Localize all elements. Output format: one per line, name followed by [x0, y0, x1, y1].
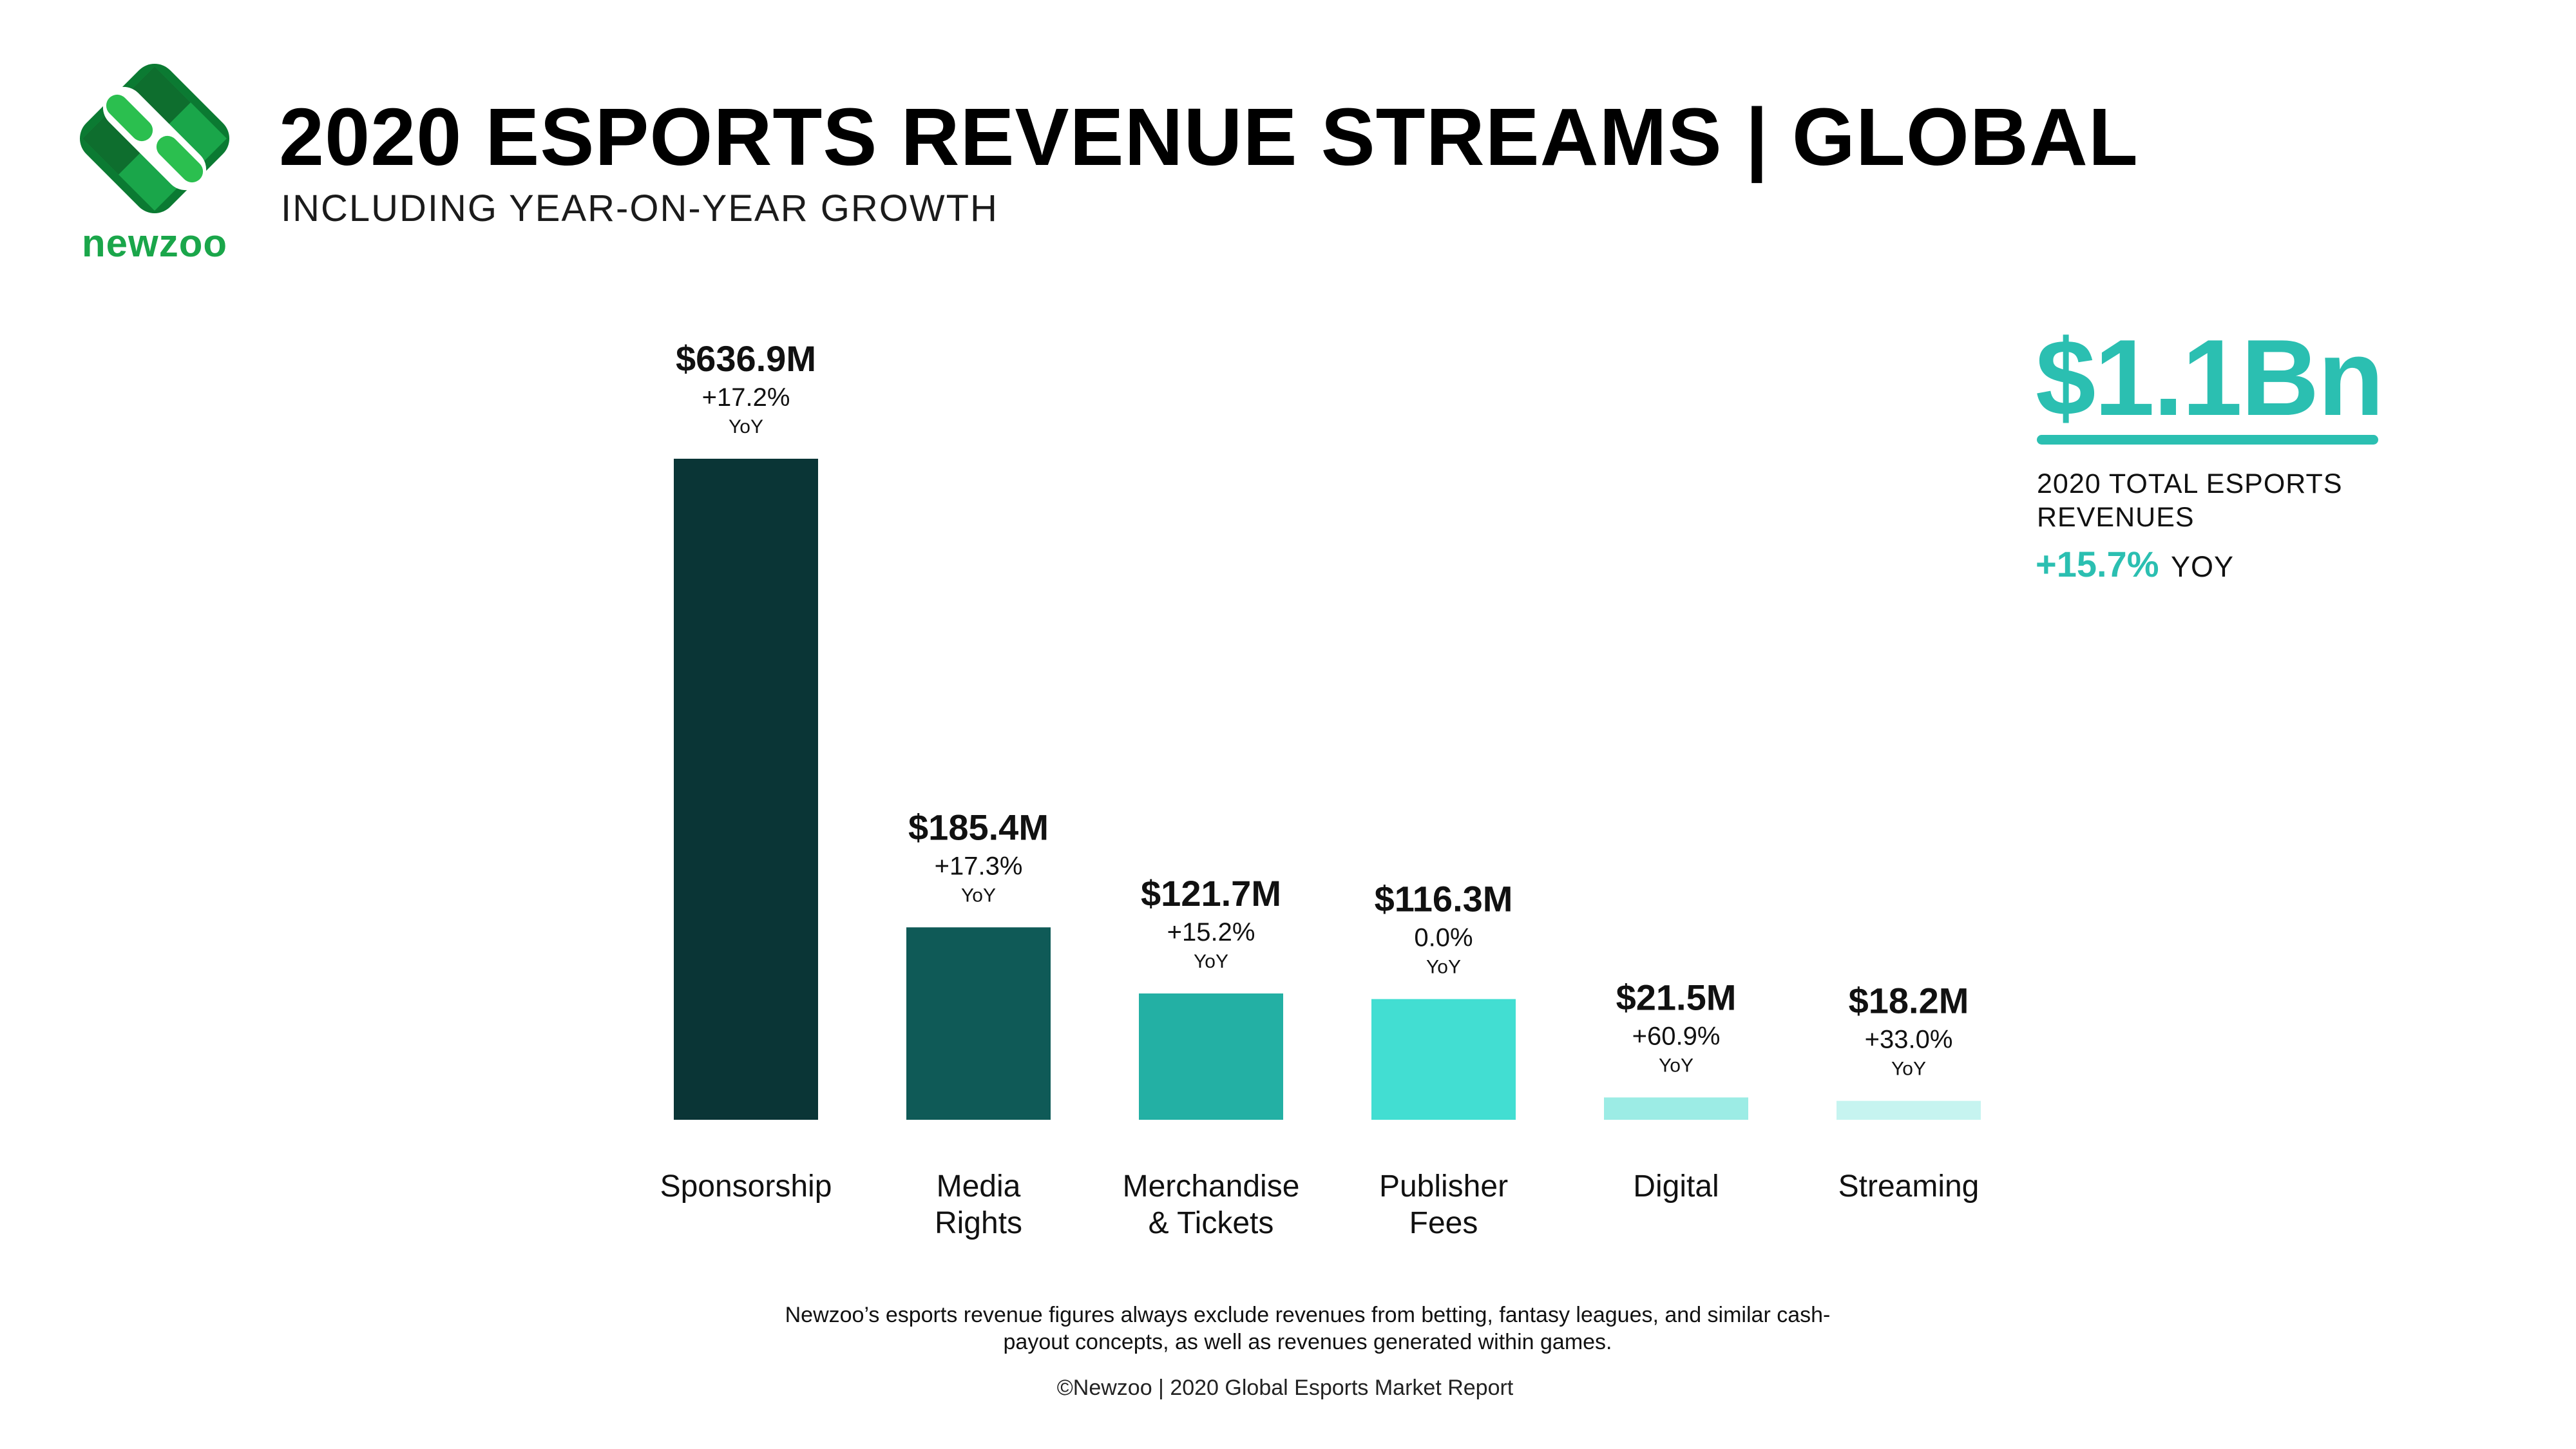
logo-wordmark: newzoo: [82, 222, 227, 265]
category-label: Publisher: [1379, 1169, 1508, 1204]
category-label: & Tickets: [1149, 1206, 1274, 1240]
bar-value-label: $185.4M: [908, 807, 1049, 847]
category-label: Fees: [1409, 1206, 1478, 1240]
bar-value-label: $121.7M: [1141, 873, 1281, 914]
newzoo-logo: newzoo: [68, 55, 242, 265]
total-growth: +15.7% YOY: [2036, 543, 2234, 585]
bar-value-label: $116.3M: [1375, 879, 1513, 919]
bar: [906, 927, 1051, 1120]
chart-subtitle: INCLUDING YEAR-ON-YEAR GROWTH: [281, 187, 998, 229]
bar: [1371, 999, 1516, 1120]
bar-growth-unit: YoY: [1426, 957, 1461, 978]
bar-growth-unit: YoY: [1891, 1059, 1926, 1080]
bar-value-label: $18.2M: [1849, 981, 1969, 1021]
chart-title: 2020 ESPORTS REVENUE STREAMS | GLOBAL: [279, 91, 2139, 182]
total-revenue-label: 2020 TOTAL ESPORTS REVENUES: [2037, 468, 2343, 533]
bar-growth-label: 0.0%: [1414, 924, 1473, 952]
bar-growth-label: +17.2%: [702, 383, 790, 412]
category-label: Streaming: [1838, 1169, 1980, 1204]
total-underline: [2037, 435, 2378, 445]
bar: [674, 459, 818, 1120]
total-growth-unit: YOY: [2170, 550, 2234, 583]
bar: [1837, 1100, 1981, 1120]
bar-growth-label: +60.9%: [1632, 1022, 1721, 1050]
bar-growth-unit: YoY: [961, 885, 996, 906]
category-label: Merchandise: [1123, 1169, 1300, 1204]
newzoo-logo-mark-icon: [79, 63, 230, 214]
footnote: Newzoo’s esports revenue figures always …: [785, 1303, 1831, 1354]
bar-growth-label: +17.3%: [935, 852, 1023, 880]
bar: [1139, 993, 1283, 1120]
bar-growth-label: +33.0%: [1865, 1026, 1953, 1054]
category-label: Media: [937, 1169, 1021, 1204]
category-label: Digital: [1633, 1169, 1719, 1204]
total-growth-percent: +15.7%: [2036, 544, 2159, 584]
bar-growth-unit: YoY: [729, 416, 763, 437]
copyright: ©Newzoo | 2020 Global Esports Market Rep…: [1056, 1376, 1514, 1400]
bar-growth-unit: YoY: [1659, 1055, 1693, 1076]
bar-growth-label: +15.2%: [1167, 918, 1255, 946]
category-label: Rights: [935, 1206, 1022, 1240]
bar-growth-unit: YoY: [1194, 951, 1228, 972]
total-revenue-value: $1.1Bn: [2036, 317, 2384, 438]
bar-value-label: $21.5M: [1616, 977, 1737, 1017]
category-label: Sponsorship: [660, 1169, 832, 1204]
bar-value-label: $636.9M: [676, 338, 816, 379]
bar: [1604, 1097, 1748, 1120]
